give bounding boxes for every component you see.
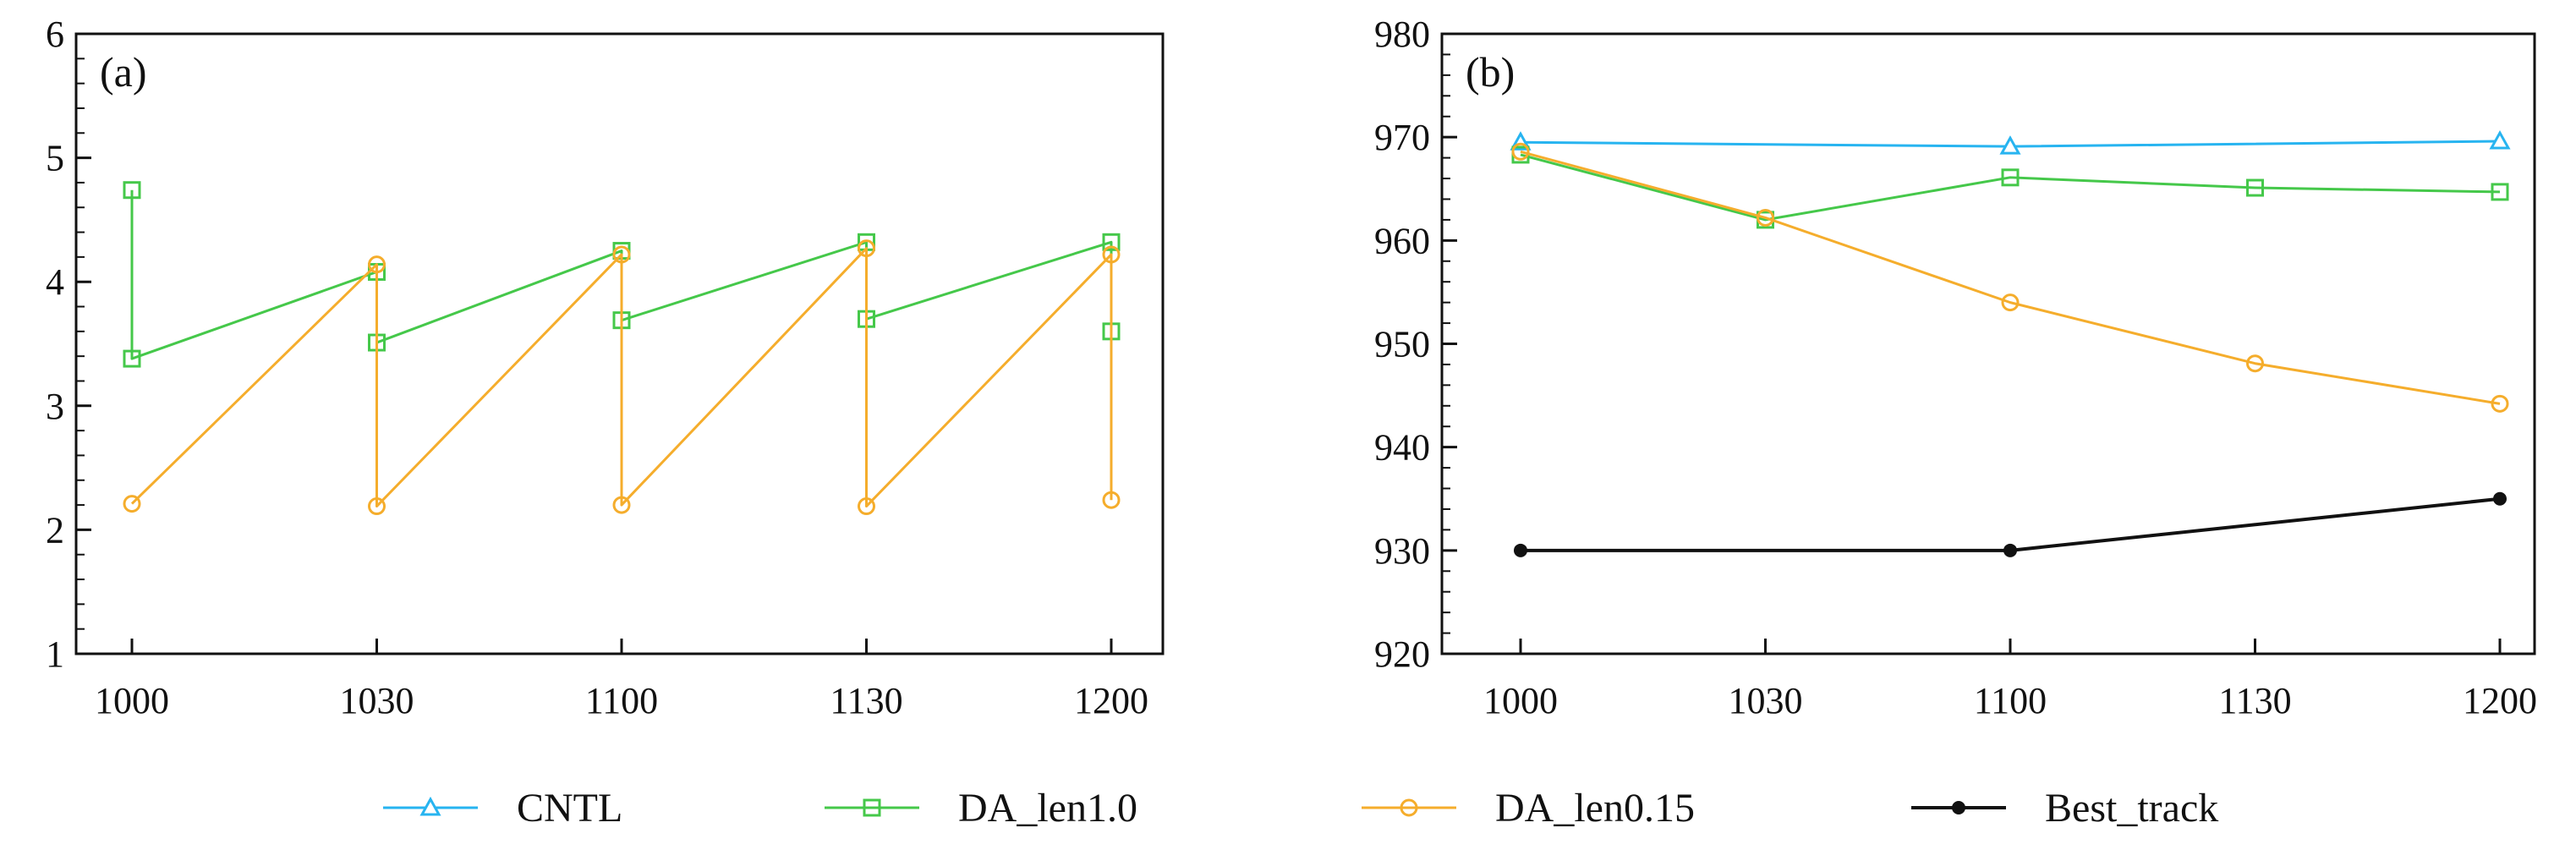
panel-a-point-da-len0-15 [1102,491,1121,509]
panel-a-ytick-label: 3 [46,386,64,427]
panel-b-ytick-label: 980 [1374,14,1430,55]
panel-a-point-da-len1-0 [123,181,141,200]
panel-b-chart: 920 930 940 950 960 970 980 1000 1030 1100 1130 120… [1374,14,2537,721]
panel-a-point-da-len0-15 [1102,245,1121,264]
panel-b-ytick-label: 920 [1374,633,1430,675]
panel-b-point-da-len0-15 [1757,208,1774,227]
panel-b-point-best-track [2493,491,2507,506]
panel-a-point-da-len1-0 [1102,233,1121,251]
panel-b-ytick-label: 960 [1374,220,1430,261]
panel-b-ytick-label: 950 [1374,324,1430,365]
panel-a-xtick-label: 1000 [95,680,169,721]
panel-b-point-da-len0-15 [2001,293,2020,312]
panel-b-point-da-len0-15 [2491,394,2509,413]
panel-a-xtick-label: 1100 [585,680,658,721]
panel-a-point-da-len0-15 [612,496,631,514]
panel-a-xtick-label: 1030 [340,680,414,721]
panel-b-point-da-len0-15 [2246,354,2264,373]
panel-a-point-da-len0-15 [612,245,631,264]
panel-a-ytick-label: 4 [46,261,64,303]
legend-marker-best-track [1952,801,1965,814]
panel-b-point-best-track [1514,543,1527,557]
panel-b-xtick-label: 1000 [1483,680,1558,721]
panel-b-ytick-label: 940 [1374,427,1430,469]
panel-a-ytick-label: 1 [46,633,64,675]
panel-a-point-da-len0-15 [368,497,386,516]
legend: CNTL DA_len1.0 DA_len0.15 Best_track [383,786,2218,831]
panel-b-xtick-label: 1100 [1974,680,2047,721]
panel-b-point-cntl [2489,129,2511,150]
panel-a-chart: 1 2 3 4 5 6 1000 1030 1100 1130 1200 (a) [46,14,1165,721]
panel-a-frame [74,32,1165,655]
panel-a-series-da-len0-15 [130,247,1113,508]
panel-b-ytick-label: 930 [1374,530,1430,572]
legend-marker-da-len0-15 [1400,798,1418,817]
panel-b-frame [1440,32,2536,655]
panel-b-point-da-len1-0 [2246,178,2264,197]
panel-a-point-da-len1-0 [123,349,141,368]
panel-b-point-best-track [2003,543,2017,557]
panel-a-label: (a) [100,48,147,96]
panel-a-point-da-len0-15 [368,255,386,274]
panel-a-point-da-len0-15 [123,495,141,513]
legend-label-best-track: Best_track [2045,786,2218,831]
panel-a-xtick-label: 1200 [1074,680,1148,721]
legend-marker-da-len1-0 [863,798,881,817]
panel-a-xtick-label: 1130 [830,680,902,721]
legend-marker-cntl [419,796,441,816]
panel-b-xtick-label: 1200 [2463,680,2537,721]
panel-b-series-best-track [1521,496,2501,552]
panel-b-ytick-label: 970 [1374,117,1430,158]
panel-a-ytick-label: 6 [46,14,64,55]
panel-b-point-cntl [1999,135,2021,155]
panel-b-series-da-len0-15 [1520,150,2501,405]
legend-label-da-len0-15: DA_len0.15 [1495,786,1695,831]
panel-b-series-da-len1-0 [1520,153,2501,222]
panel-b-label: (b) [1466,48,1515,96]
panel-b-xtick-label: 1030 [1729,680,1803,721]
legend-label-cntl: CNTL [517,786,622,831]
panel-b-point-da-len1-0 [2491,183,2509,201]
legend-label-da-len1-0: DA_len1.0 [958,786,1137,831]
panel-a-ytick-label: 5 [46,138,64,179]
panel-a-point-da-len0-15 [858,497,875,516]
panel-b-point-da-len1-0 [2001,168,2020,187]
panel-b-point-da-len0-15 [1511,142,1530,161]
panel-b-xtick-label: 1130 [2218,680,2291,721]
panel-a-ytick-label: 2 [46,509,64,551]
panel-a-point-da-len0-15 [858,239,875,258]
